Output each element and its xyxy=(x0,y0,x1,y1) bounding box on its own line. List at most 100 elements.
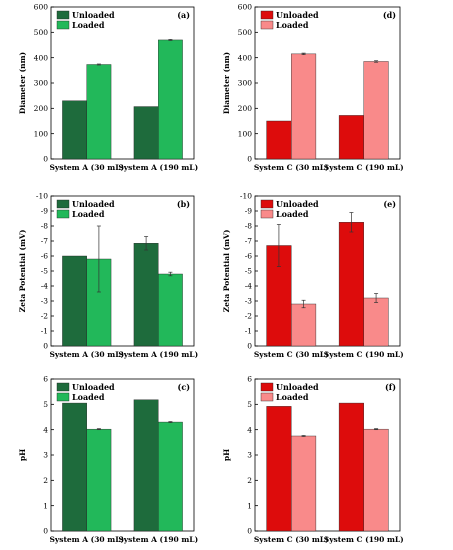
legend-swatch xyxy=(56,392,70,402)
y-axis-title: Zeta Potential (mV) xyxy=(222,230,231,313)
y-tick-label: -7 xyxy=(41,237,49,246)
y-axis-title: pH xyxy=(18,449,27,461)
y-tick-label: 600 xyxy=(34,3,49,12)
bar xyxy=(62,402,87,532)
bar xyxy=(338,402,364,532)
legend-swatch xyxy=(56,199,70,209)
y-tick-label: 0 xyxy=(43,527,48,536)
legend-label: Unloaded xyxy=(72,382,115,392)
y-axis-title: Diameter (nm) xyxy=(222,52,231,114)
y-tick-label: 100 xyxy=(238,129,253,138)
y-tick-label: 0 xyxy=(247,342,252,351)
y-tick-label: -9 xyxy=(41,207,49,216)
y-tick-label: -7 xyxy=(245,237,253,246)
legend-swatch xyxy=(260,382,274,392)
bar xyxy=(86,428,112,532)
legend-swatch xyxy=(56,10,70,20)
y-tick-label: 1 xyxy=(247,501,252,510)
y-tick-label: -3 xyxy=(245,297,253,306)
legend-label: Loaded xyxy=(276,392,309,402)
legend-swatch xyxy=(260,20,274,30)
panel-label: (c) xyxy=(178,382,191,392)
chart-panel: 0 100 200 300 400 500 600 Diameter (nm) System A… xyxy=(18,3,198,172)
y-tick-label: 500 xyxy=(238,28,253,37)
y-tick-label: 400 xyxy=(238,53,253,62)
legend-label: Loaded xyxy=(276,209,309,219)
y-tick-label: 4 xyxy=(247,425,252,434)
y-axis-title: Zeta Potential (mV) xyxy=(18,230,27,313)
panel-label: (f) xyxy=(385,382,396,392)
y-tick-label: 500 xyxy=(34,28,49,37)
chart-panel: 0 -1 -2 -3 -4 -5 -6 -7 -8 -9 -10 Zeta Potential (mV… xyxy=(222,192,404,359)
bar xyxy=(133,106,159,160)
bar xyxy=(266,406,292,532)
y-tick-label: 3 xyxy=(43,451,48,460)
legend-swatch xyxy=(260,392,274,402)
y-axis-title: pH xyxy=(222,449,231,461)
y-tick-label: -1 xyxy=(245,327,252,336)
y-tick-label: 600 xyxy=(238,3,253,12)
legend-swatch xyxy=(260,209,274,219)
y-tick-label: 1 xyxy=(43,501,48,510)
y-tick-label: -4 xyxy=(41,282,49,291)
chart-panel: 0 100 200 300 400 500 600 Diameter (nm) System C… xyxy=(222,3,404,172)
y-tick-label: 3 xyxy=(247,451,252,460)
legend-swatch xyxy=(56,382,70,392)
bar xyxy=(158,273,183,347)
bar xyxy=(338,222,364,347)
y-tick-label: -3 xyxy=(41,297,49,306)
bar xyxy=(363,297,389,347)
y-tick-label: 0 xyxy=(247,527,252,536)
bar xyxy=(338,115,364,160)
y-tick-label: 5 xyxy=(247,400,252,409)
legend-label: Loaded xyxy=(72,209,105,219)
bar xyxy=(133,399,159,532)
legend-label: Unloaded xyxy=(276,10,319,20)
y-tick-label: 300 xyxy=(34,79,49,88)
x-tick-label: System A (190 mL) xyxy=(118,350,198,359)
panel-label: (d) xyxy=(383,10,396,20)
legend-swatch xyxy=(56,20,70,30)
bar xyxy=(158,421,183,532)
x-tick-label: System C (30 mL) xyxy=(254,163,329,172)
x-tick-label: System A (30 mL) xyxy=(49,535,124,544)
y-axis-title: Diameter (nm) xyxy=(18,52,27,114)
bar xyxy=(133,243,159,347)
bar xyxy=(363,428,389,532)
y-tick-label: 400 xyxy=(34,53,49,62)
y-tick-label: -2 xyxy=(41,312,49,321)
legend-label: Loaded xyxy=(276,20,309,30)
y-tick-label: 200 xyxy=(34,104,49,113)
y-tick-label: -2 xyxy=(245,312,253,321)
y-tick-label: -5 xyxy=(245,267,253,276)
legend-label: Unloaded xyxy=(72,199,115,209)
legend-swatch xyxy=(260,199,274,209)
chart-panel: 0 1 2 3 4 5 6 pH System A (30 mL)System A (190 m… xyxy=(18,375,198,544)
panel-label: (a) xyxy=(177,10,190,20)
legend-swatch xyxy=(260,10,274,20)
bar xyxy=(291,303,317,347)
bar xyxy=(158,39,183,160)
bar xyxy=(363,61,389,160)
x-tick-label: System C (30 mL) xyxy=(254,350,329,359)
y-tick-label: 300 xyxy=(238,79,253,88)
y-tick-label: 0 xyxy=(43,155,48,164)
legend-label: Unloaded xyxy=(276,199,319,209)
x-tick-label: System A (190 mL) xyxy=(118,163,198,172)
x-tick-label: System A (30 mL) xyxy=(49,163,124,172)
panel-label: (e) xyxy=(383,199,396,209)
chart-panel: 0 1 2 3 4 5 6 pH System C (30 mL)System C (190 m… xyxy=(222,375,404,544)
y-tick-label: 6 xyxy=(43,375,48,384)
x-tick-label: System C (190 mL) xyxy=(324,350,404,359)
y-tick-label: -8 xyxy=(41,222,49,231)
y-tick-label: 100 xyxy=(34,129,49,138)
y-tick-label: -6 xyxy=(41,252,49,261)
y-tick-label: -6 xyxy=(245,252,253,261)
bar xyxy=(62,100,87,160)
x-tick-label: System A (30 mL) xyxy=(49,350,124,359)
y-tick-label: 6 xyxy=(247,375,252,384)
legend-label: Loaded xyxy=(72,392,105,402)
bar xyxy=(291,53,317,160)
bar xyxy=(266,120,292,160)
